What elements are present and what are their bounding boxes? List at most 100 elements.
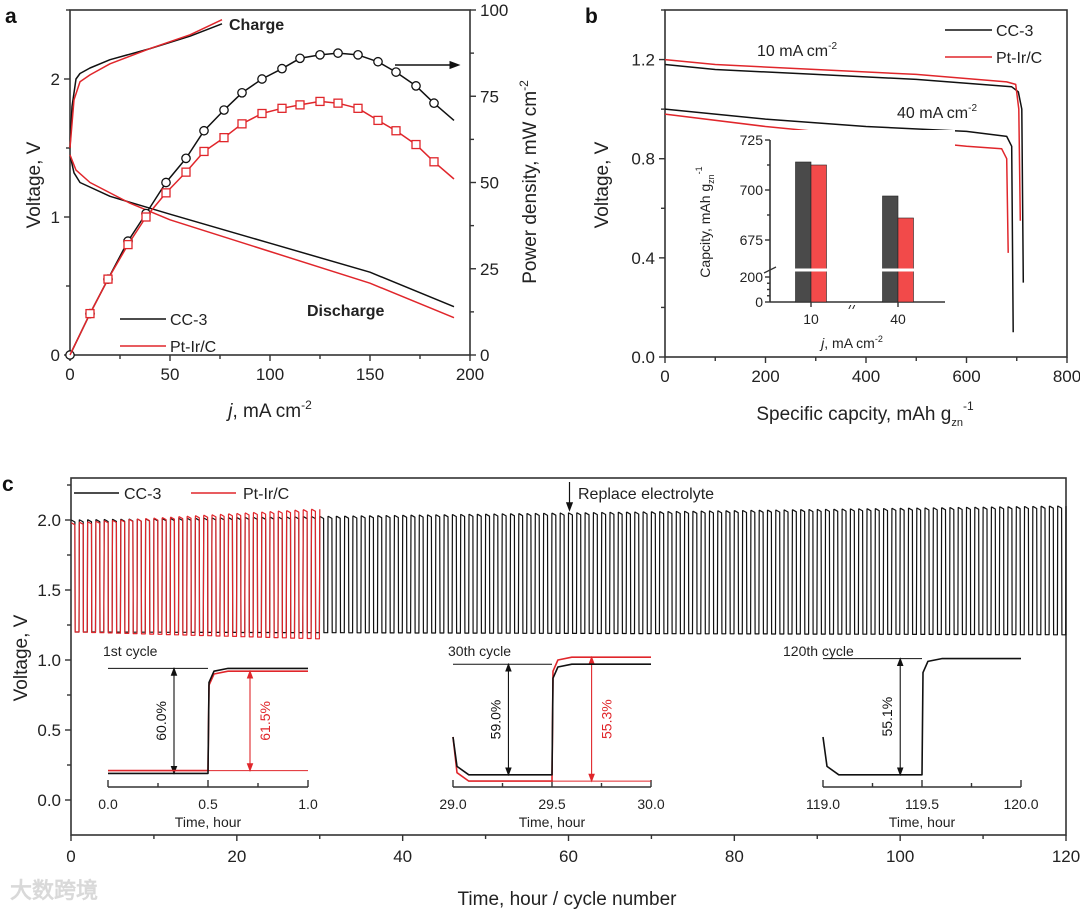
series-cc-3-charge xyxy=(69,23,223,149)
ptirc-power-marker xyxy=(123,239,133,250)
inset-y-tick-label: 725 xyxy=(740,132,764,148)
inset-time-tick-label: 29.5 xyxy=(538,796,565,812)
inset-x-tick-label: 40 xyxy=(890,311,906,327)
inset-y-tick-label: 0 xyxy=(755,294,763,310)
b-x-tick-label: 200 xyxy=(751,367,779,386)
xlabel-italic: j xyxy=(225,401,233,422)
panel-a-xlabel: j, mA cm-2 xyxy=(225,398,312,422)
inset-time-tick-label: 119.0 xyxy=(806,796,840,812)
b-x-tick-label: 800 xyxy=(1053,367,1080,386)
series-cc-3-discharge xyxy=(69,154,455,308)
inset-y-tick-label: 700 xyxy=(740,182,764,198)
rate10-main: 10 mA cm xyxy=(757,43,828,60)
inset-efficiency-label-cc3: 60.0% xyxy=(153,701,169,741)
a-x-tick-label: 50 xyxy=(161,365,180,384)
ptirc-power-marker xyxy=(373,115,383,126)
ptirc-power-marker xyxy=(257,108,267,119)
inset-curve-cc3 xyxy=(108,667,308,775)
inset-xlabel-italic: j xyxy=(819,335,825,351)
ptirc-power-marker xyxy=(85,308,95,319)
inset-time-axis-label: Time, hour xyxy=(175,814,242,830)
inset-cycle-title: 120th cycle xyxy=(783,643,854,659)
panel-b-ylabel: Voltage, V xyxy=(592,141,613,228)
series-cc-3-power xyxy=(69,52,455,356)
ptirc-power-marker xyxy=(161,188,171,198)
inset-time-tick-label: 29.0 xyxy=(439,796,466,812)
inset-bar-cc-3-40 xyxy=(882,195,899,303)
a-y-tick-label: 2 xyxy=(51,70,60,89)
inset-cycle-3: 119.0 119.5 120.0 Time, hour 120th cycle 55.1… xyxy=(783,643,1039,830)
panel-label-a: a xyxy=(5,5,17,28)
b-x-tick-label: 400 xyxy=(852,367,880,386)
a-y2-tick-label: 0 xyxy=(480,346,489,365)
a-y2-tick-label: 100 xyxy=(480,1,508,20)
cc3-power-marker xyxy=(219,105,229,115)
cycling-series-pt-ir-c xyxy=(71,508,321,640)
inset-time-tick-label: 0.0 xyxy=(98,796,118,812)
ptirc-power-marker xyxy=(295,100,305,110)
rate-40-label: 40 mA cm-2 xyxy=(897,103,977,122)
series-pt-ir-c-charge xyxy=(69,19,223,149)
inset-bar-cc-3-10 xyxy=(795,161,812,303)
b-xlabel-sub: zn xyxy=(951,417,963,429)
y2label-main: Power density, mW cm xyxy=(520,91,541,284)
cc3-power-marker xyxy=(353,49,363,60)
inset-xlabel-main: , mA cm xyxy=(824,335,875,351)
inset-efficiency-label-cc3: 55.1% xyxy=(879,697,895,737)
inset-bar-pt-ir-c-40 xyxy=(897,217,914,303)
inset-time-tick-label: 120.0 xyxy=(1003,796,1038,812)
panel-a-y2label: Power density, mW cm-2 xyxy=(517,80,541,284)
c-y-tick-label: 0.0 xyxy=(37,791,61,810)
a-y-tick-label: 0 xyxy=(51,346,60,365)
watermark-logo: 大数跨境 xyxy=(10,878,98,903)
cc3-power-marker xyxy=(411,81,421,91)
series-pt-ir-c-40-ma-cm-2 xyxy=(664,113,1009,253)
inset-b-xlabel: j, mA cm-2 xyxy=(819,334,883,351)
cc3-power-marker xyxy=(295,53,305,64)
b-xlabel-main: Specific capcity, mAh g xyxy=(756,404,951,425)
inset-y-axis-break xyxy=(763,266,777,274)
y2label-sup: -2 xyxy=(517,80,531,91)
cc3-power-marker xyxy=(333,48,343,58)
rate40-main: 40 mA cm xyxy=(897,105,968,122)
series-cc-3-40-ma-cm-2 xyxy=(664,108,1014,333)
panel-label-b: b xyxy=(585,5,598,28)
ptirc-power-marker xyxy=(333,98,343,108)
ptirc-power-marker xyxy=(429,157,439,167)
ptirc-power-marker xyxy=(181,167,191,177)
legend-b-cc3: CC-3 xyxy=(996,23,1033,40)
inset-efficiency-label-cc3: 59.0% xyxy=(487,700,503,740)
replace-electrolyte-label: Replace electrolyte xyxy=(578,486,714,503)
c-y-tick-label: 1.5 xyxy=(37,581,61,600)
a-y2-tick-label: 25 xyxy=(480,260,499,279)
legend-b-ptirc: Pt-Ir/C xyxy=(996,50,1042,67)
b-y-tick-label: 1.2 xyxy=(631,51,655,70)
cc3-power-marker xyxy=(315,49,325,60)
c-x-tick-label: 60 xyxy=(559,847,578,866)
inset-time-tick-label: 0.5 xyxy=(198,796,218,812)
inset-curve-ptirc xyxy=(108,670,308,772)
ptirc-power-marker xyxy=(277,103,287,113)
a-y2-tick-label: 50 xyxy=(480,174,499,193)
c-y-tick-label: 1.0 xyxy=(37,651,61,670)
legend-c-ptirc: Pt-Ir/C xyxy=(243,486,289,503)
series-pt-ir-c-discharge xyxy=(69,154,455,319)
panel-b-xlabel: Specific capcity, mAh gzn-1 xyxy=(756,399,974,429)
inset-time-axis-label: Time, hour xyxy=(519,814,586,830)
c-x-tick-label: 20 xyxy=(227,847,246,866)
inset-time-axis-label: Time, hour xyxy=(889,814,956,830)
legend-a-cc3: CC-3 xyxy=(170,312,207,329)
xlabel-sup: -2 xyxy=(301,398,312,412)
inset-curve-cc3 xyxy=(822,657,1021,776)
ptirc-power-marker xyxy=(411,139,421,150)
inset-time-tick-label: 30.0 xyxy=(637,796,664,812)
inset-ylabel-sup: -1 xyxy=(694,166,704,174)
inset-y-tick-label: 675 xyxy=(740,232,764,248)
c-x-tick-label: 80 xyxy=(725,847,744,866)
inset-y-tick-label: 200 xyxy=(740,269,764,285)
inset-efficiency-label-ptirc: 55.3% xyxy=(599,699,615,739)
ptirc-power-marker xyxy=(141,212,151,222)
series-pt-ir-c-power xyxy=(69,100,455,356)
